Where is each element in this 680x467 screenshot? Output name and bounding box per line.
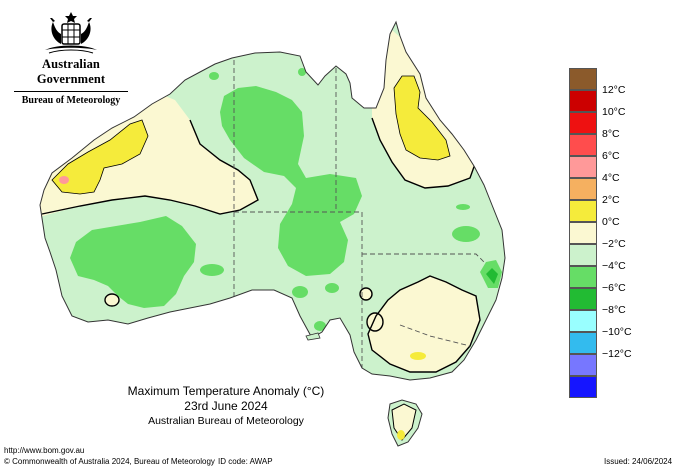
legend-swatch (569, 112, 597, 134)
legend-label: −10°C (602, 326, 632, 338)
map-date: 23rd June 2024 (184, 399, 268, 413)
legend-label: 10°C (602, 106, 626, 118)
logo-divider (14, 91, 128, 92)
legend-swatch (569, 134, 597, 156)
legend-label: 0°C (602, 216, 620, 228)
legend-swatch (569, 376, 597, 398)
map-title: Maximum Temperature Anomaly (°C) (127, 384, 325, 398)
map-title-block: Maximum Temperature Anomaly (°C) 23rd Ju… (92, 384, 360, 428)
id-code: ID code: AWAP (218, 457, 273, 466)
legend-swatch (569, 310, 597, 332)
legend-label: −4°C (602, 260, 626, 272)
legend-label: −2°C (602, 238, 626, 250)
legend-swatch (569, 200, 597, 222)
legend-label: −6°C (602, 282, 626, 294)
legend-label: 12°C (602, 84, 626, 96)
issued-date: Issued: 24/06/2024 (604, 457, 673, 466)
legend-swatch (569, 244, 597, 266)
government-name: Australian Government (36, 57, 106, 86)
website-link[interactable]: http://www.bom.gov.au (4, 446, 85, 455)
legend-label: 2°C (602, 194, 620, 206)
legend-swatch (569, 178, 597, 200)
legend-label: 6°C (602, 150, 620, 162)
legend-swatch (569, 90, 597, 112)
legend-swatch (569, 266, 597, 288)
legend-label: −8°C (602, 304, 626, 316)
coat-of-arms-icon (45, 12, 97, 54)
legend-swatch (569, 354, 597, 376)
legend-label: 4°C (602, 172, 620, 184)
legend-swatch (569, 288, 597, 310)
legend-label: −12°C (602, 348, 632, 360)
legend-swatch (569, 332, 597, 354)
legend-swatch (569, 68, 597, 90)
legend-swatch (569, 222, 597, 244)
map-source: Australian Bureau of Meteorology (148, 415, 304, 427)
bureau-name: Bureau of Meteorology (21, 95, 121, 106)
legend-label: 8°C (602, 128, 620, 140)
legend-swatch (569, 156, 597, 178)
copyright-text: © Commonwealth of Australia 2024, Bureau… (4, 457, 215, 466)
government-logo: Australian Government Bureau of Meteorol… (8, 10, 134, 106)
